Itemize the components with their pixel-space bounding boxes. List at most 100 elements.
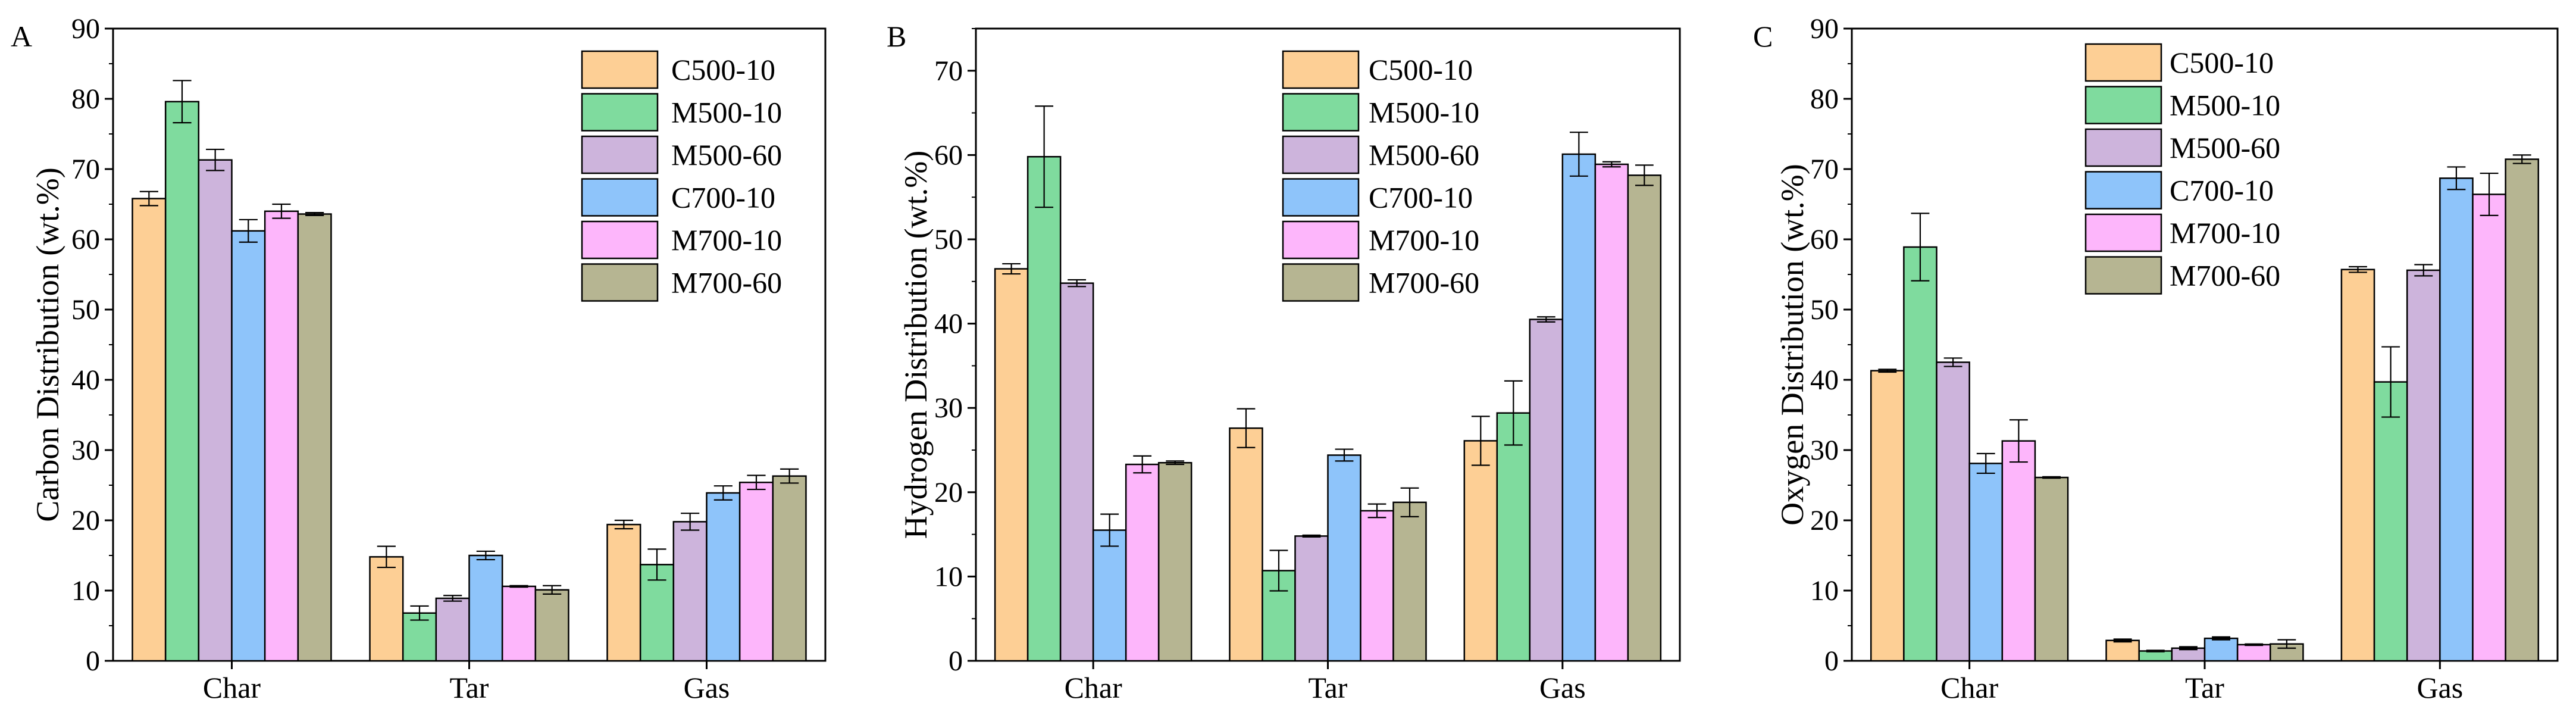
bar-m500-60-char bbox=[1936, 361, 1970, 662]
legend-swatch-m500-60 bbox=[581, 135, 659, 174]
bar-m700-60-gas bbox=[2505, 158, 2540, 662]
legend-swatch-m500-10 bbox=[2084, 86, 2162, 124]
bar-m700-60-char bbox=[297, 213, 332, 662]
legend-label-c500-10: C500-10 bbox=[671, 53, 775, 86]
y-tick-label: 80 bbox=[71, 83, 100, 115]
bar-m500-10-char bbox=[1026, 155, 1062, 662]
panel-b: 0 10 20 30 40 50 60 70 Hydrogen Distribution (wt… bbox=[887, 20, 1681, 704]
bar-m500-60-gas bbox=[1529, 319, 1564, 662]
bar-c500-10-tar bbox=[369, 556, 404, 662]
bar-m500-60-char bbox=[198, 159, 233, 662]
bar-c700-10-char bbox=[231, 230, 266, 662]
y-tick-label: 70 bbox=[1810, 154, 1839, 185]
legend-label-m700-10: M700-10 bbox=[671, 223, 782, 257]
bar-m700-10-char bbox=[264, 210, 299, 662]
error-bar-m500-10-char bbox=[1911, 213, 1930, 282]
y-tick-label: 90 bbox=[1810, 13, 1839, 45]
bar-c700-10-char bbox=[1968, 463, 2004, 662]
error-bar-m700-10-char bbox=[2009, 419, 2028, 463]
bar-c700-10-tar bbox=[468, 554, 503, 662]
y-tick-label: 50 bbox=[934, 224, 963, 255]
legend-label-m500-60: M500-60 bbox=[2170, 131, 2280, 164]
bar-c700-10-tar bbox=[2203, 637, 2239, 662]
y-axis-title: Oxygen Distribution (wt.%) bbox=[1774, 164, 1810, 525]
error-bar-m500-60-char bbox=[1943, 357, 1962, 367]
legend-swatch-c500-10 bbox=[581, 50, 659, 89]
legend-swatch-m700-10 bbox=[1282, 220, 1360, 260]
legend-swatch-m500-10 bbox=[1282, 93, 1360, 132]
legend-swatch-c500-10 bbox=[1282, 50, 1360, 89]
x-tick-label: Tar bbox=[2185, 671, 2224, 704]
error-bar-m500-60-gas bbox=[2414, 264, 2433, 277]
error-bar-c700-10-char bbox=[1100, 513, 1119, 547]
error-bar-m500-10-char bbox=[1035, 105, 1054, 208]
bar-m500-10-char bbox=[1903, 246, 1938, 662]
legend-label-m500-60: M500-60 bbox=[671, 138, 782, 171]
error-bar-c700-10-tar bbox=[2212, 636, 2231, 641]
error-bar-c500-10-tar bbox=[2113, 638, 2132, 643]
bar-m700-10-tar bbox=[2236, 644, 2271, 662]
bar-m700-10-gas bbox=[2472, 193, 2506, 662]
x-tick-label: Tar bbox=[450, 671, 489, 704]
bar-c700-10-gas bbox=[1561, 153, 1597, 662]
error-bar-m700-60-tar bbox=[2277, 639, 2296, 649]
error-bar-m700-60-char bbox=[2042, 476, 2061, 479]
bar-m700-60-tar bbox=[1392, 501, 1427, 662]
bar-c500-10-char bbox=[132, 198, 167, 662]
error-bar-c500-10-char bbox=[139, 191, 158, 207]
y-tick-label: 0 bbox=[1824, 645, 1839, 677]
error-bar-c500-10-gas bbox=[1471, 416, 1490, 466]
legend-swatch-m500-60 bbox=[2084, 128, 2162, 167]
legend-swatch-m500-10 bbox=[581, 93, 659, 132]
bar-m700-60-gas bbox=[772, 475, 807, 662]
legend-swatch-m700-10 bbox=[2084, 213, 2162, 252]
legend-label-c700-10: C700-10 bbox=[671, 181, 775, 214]
error-bar-m700-10-gas bbox=[747, 474, 766, 491]
error-bar-m700-10-char bbox=[272, 203, 291, 219]
legend-label-c500-10: C500-10 bbox=[2170, 46, 2274, 79]
bar-m500-60-tar bbox=[435, 597, 470, 662]
legend-swatch-c700-10 bbox=[1282, 178, 1360, 217]
error-bar-m700-60-tar bbox=[1400, 487, 1419, 517]
legend-label-m700-60: M700-60 bbox=[671, 266, 782, 299]
bar-m500-60-char bbox=[1059, 282, 1094, 662]
y-tick-label: 10 bbox=[71, 575, 100, 607]
error-bar-m500-10-tar bbox=[1269, 549, 1288, 592]
y-tick-label: 70 bbox=[71, 154, 100, 185]
y-tick-label: 80 bbox=[1810, 83, 1839, 115]
legend-label-m700-60: M700-60 bbox=[1369, 266, 1479, 299]
y-tick-label: 10 bbox=[1810, 575, 1839, 607]
y-axis-title: Hydrogen Distribution (wt.%) bbox=[898, 151, 934, 539]
y-tick-label: 70 bbox=[934, 55, 963, 87]
error-bar-c500-10-gas bbox=[614, 519, 633, 530]
error-bar-c700-10-tar bbox=[476, 550, 495, 561]
x-tick-label: Char bbox=[1940, 671, 1999, 704]
bar-c500-10-gas bbox=[2340, 268, 2375, 662]
y-tick-label: 60 bbox=[934, 139, 963, 171]
error-bar-m500-60-tar bbox=[443, 595, 462, 602]
bar-c700-10-tar bbox=[1327, 454, 1361, 662]
bar-m500-10-gas bbox=[2373, 381, 2408, 662]
legend-label-c700-10: C700-10 bbox=[1369, 181, 1473, 214]
error-bar-c700-10-gas bbox=[1569, 132, 1588, 177]
error-bar-m500-60-char bbox=[1068, 279, 1087, 288]
y-tick-label: 90 bbox=[71, 13, 100, 45]
legend-swatch-m700-60 bbox=[1282, 263, 1360, 302]
legend: C500-10 M500-10 M500-60 C700-10 M700-10 M700-… bbox=[581, 50, 782, 302]
bar-c500-10-char bbox=[994, 268, 1029, 662]
panel-label: B bbox=[887, 20, 906, 53]
legend-label-m500-10: M500-10 bbox=[671, 96, 782, 129]
panel-a: 0 10 20 30 40 50 60 70 80 90 Carbon Distribution (… bbox=[11, 13, 827, 704]
bar-c500-10-tar bbox=[1229, 427, 1263, 662]
error-bar-c700-10-char bbox=[1976, 452, 1995, 474]
bar-m500-60-gas bbox=[2406, 269, 2441, 662]
legend-swatch-m700-60 bbox=[2084, 256, 2162, 295]
bar-m700-10-char bbox=[2001, 440, 2036, 662]
bar-m500-10-tar bbox=[2138, 650, 2173, 662]
panel-c: 0 10 20 30 40 50 60 70 80 90 Oxygen Distribution (… bbox=[1753, 13, 2559, 704]
error-bar-c500-10-gas bbox=[2349, 266, 2367, 273]
error-bar-m500-60-char bbox=[206, 148, 225, 171]
bar-m700-60-char bbox=[2034, 476, 2069, 662]
